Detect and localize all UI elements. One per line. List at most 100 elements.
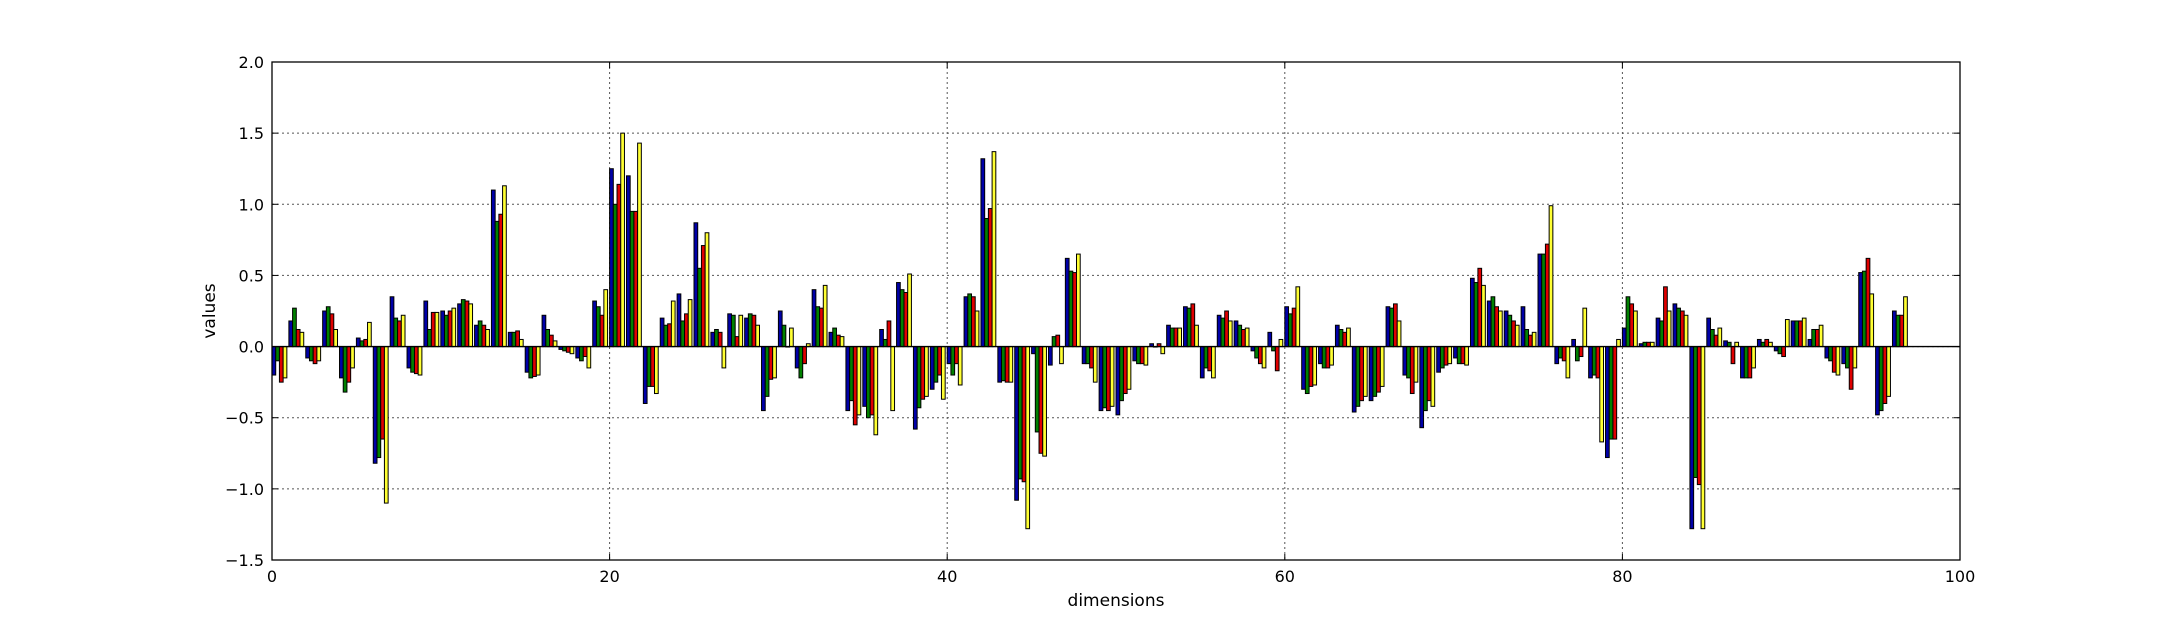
- bar: [916, 346, 922, 409]
- bar: [1865, 257, 1871, 348]
- bar: [1139, 346, 1145, 365]
- bar: [1017, 346, 1023, 480]
- bar: [1503, 310, 1509, 348]
- bar: [1824, 346, 1830, 359]
- bar: [1136, 346, 1141, 365]
- bar: [1588, 346, 1593, 379]
- bar: [498, 213, 504, 348]
- bar: [1679, 310, 1685, 348]
- bar: [1899, 314, 1905, 348]
- bar: [1284, 306, 1290, 348]
- bar: [389, 296, 395, 348]
- bar: [1211, 346, 1216, 379]
- bar: [1372, 346, 1378, 397]
- bar: [1359, 346, 1364, 402]
- bar: [464, 300, 470, 348]
- bar: [1329, 346, 1334, 366]
- bar: [1848, 346, 1854, 390]
- bar: [1042, 346, 1047, 457]
- bar: [997, 346, 1003, 383]
- bar: [1064, 257, 1070, 348]
- bar: [1076, 253, 1081, 348]
- bar: [350, 346, 355, 369]
- bar: [1413, 346, 1419, 383]
- bar: [1143, 346, 1149, 366]
- bar: [1756, 338, 1762, 348]
- bar: [565, 346, 571, 353]
- bar: [1723, 340, 1728, 348]
- bar: [1419, 346, 1425, 429]
- bar: [697, 267, 702, 348]
- bar: [545, 328, 551, 348]
- bar: [535, 346, 541, 376]
- bar: [642, 346, 648, 404]
- bar-series-group: [271, 132, 1960, 530]
- bar: [376, 346, 382, 459]
- bar: [1325, 346, 1331, 369]
- bar: [1257, 346, 1263, 365]
- bar: [852, 346, 858, 426]
- bar: [1034, 346, 1040, 433]
- y-tick-label: −1.0: [225, 480, 264, 499]
- bar: [845, 346, 851, 412]
- bar: [937, 346, 942, 376]
- bar: [275, 346, 280, 362]
- bar: [359, 340, 365, 348]
- bar: [659, 317, 665, 348]
- bar: [1267, 331, 1273, 348]
- bar: [1605, 346, 1610, 459]
- x-tick-label: 0: [267, 567, 277, 586]
- bar: [417, 346, 423, 376]
- bar: [579, 346, 584, 362]
- bar: [866, 346, 871, 419]
- bar: [468, 303, 474, 348]
- bar: [322, 310, 327, 348]
- bar: [1777, 346, 1783, 355]
- bar: [1008, 346, 1014, 383]
- bar: [940, 346, 946, 400]
- bar: [974, 310, 980, 348]
- bar: [1190, 303, 1196, 348]
- bar: [789, 327, 794, 348]
- bar: [1845, 346, 1850, 369]
- bar: [569, 346, 575, 355]
- bar: [890, 346, 896, 412]
- bar: [1166, 324, 1171, 348]
- bar: [1858, 272, 1863, 348]
- y-axis-label: values: [200, 283, 220, 338]
- bar: [1177, 327, 1182, 348]
- bar: [1241, 328, 1246, 348]
- bar: [899, 289, 905, 348]
- bar: [524, 346, 530, 373]
- bar: [1291, 307, 1297, 348]
- bar: [1393, 303, 1398, 348]
- bar: [670, 300, 676, 348]
- bar: [646, 346, 652, 387]
- bar: [406, 346, 412, 369]
- bar: [1068, 270, 1074, 348]
- bar: [1055, 334, 1061, 348]
- bar: [856, 346, 862, 416]
- bar: [1841, 346, 1847, 365]
- x-tick-label: 40: [937, 567, 957, 586]
- bar: [650, 346, 656, 387]
- bar: [1548, 205, 1554, 348]
- bar: [292, 307, 297, 348]
- bar: [1676, 307, 1681, 348]
- y-tick-label: −0.5: [225, 409, 264, 428]
- bar: [460, 299, 466, 348]
- bar: [1764, 338, 1770, 348]
- bar: [363, 338, 369, 348]
- bar: [1621, 327, 1627, 348]
- bar: [1318, 346, 1323, 365]
- y-tick-label: 0.0: [239, 338, 264, 357]
- bar: [603, 289, 609, 348]
- x-axis-label: dimensions: [1068, 591, 1165, 611]
- bar: [511, 331, 517, 348]
- bar: [1794, 320, 1800, 348]
- y-tick-label: −1.5: [225, 551, 264, 570]
- bar: [609, 168, 614, 348]
- bar: [1743, 346, 1749, 379]
- bar: [451, 307, 457, 348]
- bar: [1362, 346, 1368, 397]
